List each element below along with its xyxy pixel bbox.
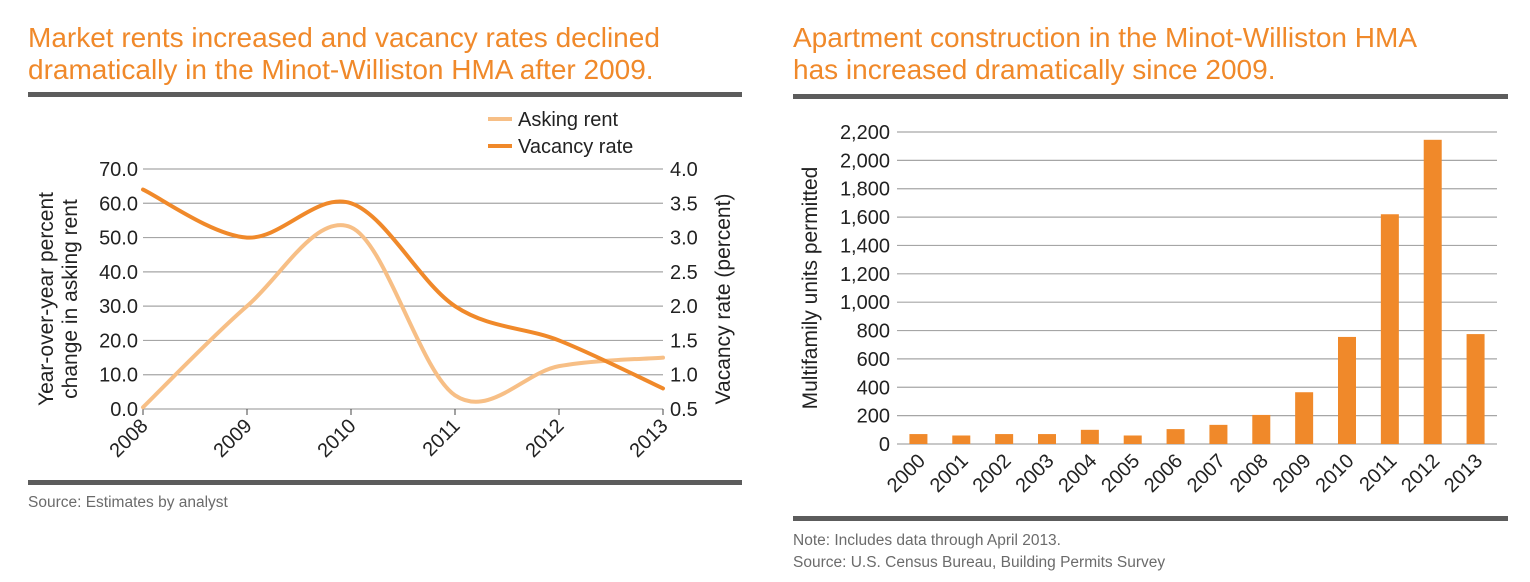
left-y-axis-label-line1: Year-over-year percent: [35, 192, 58, 406]
right-chart-title-line2: has increased dramatically since 2009.: [793, 54, 1276, 85]
line-y-tick-label: 20.0: [99, 330, 138, 352]
bar-x-tick-label: 2001: [926, 450, 973, 497]
left-source-text: Source: Estimates by analyst: [28, 494, 228, 511]
bar-2012: [1423, 139, 1442, 445]
left-source-note: Source: Estimates by analyst: [28, 492, 228, 514]
right-bottom-rule: [793, 516, 1508, 521]
bar-y-tick-label: 1,400: [840, 235, 890, 257]
bar-x-tick-label: 2009: [1269, 450, 1316, 497]
bar-x-tick-label: 2002: [969, 450, 1016, 497]
line-y2-tick-label: 2.5: [670, 262, 698, 284]
line-y2-tick-label: 3.0: [670, 228, 698, 250]
bar-y-tick-label: 1,000: [840, 292, 890, 314]
line-y-tick-label: 0.0: [110, 399, 138, 421]
left-top-rule: [28, 92, 742, 97]
right-chart-title: Apartment construction in the Minot-Will…: [793, 22, 1417, 86]
line-y2-tick-label: 4.0: [670, 159, 698, 181]
left-chart-title-line1: Market rents increased and vacancy rates…: [28, 22, 660, 53]
bar-2006: [1166, 429, 1185, 444]
bar-2010: [1338, 336, 1356, 444]
bar-2001: [952, 435, 971, 444]
left-bottom-rule: [28, 480, 742, 485]
line-y-tick-label: 50.0: [99, 228, 138, 250]
bar-x-tick-label: 2004: [1054, 450, 1101, 497]
bar-2013: [1466, 334, 1485, 444]
bar-x-tick-label: 2012: [1397, 450, 1444, 497]
bar-x-tick-label: 2005: [1097, 450, 1144, 497]
bar-2002: [995, 434, 1014, 444]
left-chart-title-line2: dramatically in the Minot-Williston HMA …: [28, 54, 654, 85]
bar-x-tick-label: 2006: [1140, 450, 1187, 497]
line-y2-tick-label: 0.5: [670, 399, 698, 421]
line-y-tick-label: 60.0: [99, 193, 138, 215]
bar-y-tick-label: 600: [857, 349, 890, 371]
left-y-axis-label-line2: change in asking rent: [59, 199, 82, 399]
asking-rent-line: [141, 223, 665, 410]
vacancy-rate-line: [141, 187, 665, 391]
right-y-axis-label: Vacancy rate (percent): [712, 194, 735, 405]
line-y-tick-label: 70.0: [99, 159, 138, 181]
bar-x-tick-label: 2000: [883, 450, 930, 497]
bar-2011: [1380, 214, 1399, 444]
line-y2-tick-label: 1.0: [670, 365, 698, 387]
bar-2005: [1123, 435, 1142, 444]
bar-y-tick-label: 400: [857, 377, 890, 399]
bar-y-tick-label: 1,600: [840, 207, 890, 229]
right-notes: Note: Includes data through April 2013. …: [793, 530, 1165, 574]
right-source-text: Source: U.S. Census Bureau, Building Per…: [793, 554, 1166, 571]
line-y2-tick-label: 1.5: [670, 330, 698, 352]
legend-vacancy-rate-label: Vacancy rate: [518, 136, 633, 158]
bar-2003: [1038, 434, 1056, 444]
right-note-text: Note: Includes data through April 2013.: [793, 532, 1061, 549]
bar-x-tick-label: 2007: [1183, 450, 1230, 497]
bar-2009: [1295, 392, 1314, 444]
bar-x-tick-label: 2011: [1355, 450, 1401, 496]
bar-x-tick-label: 2010: [1312, 450, 1359, 497]
bar-x-tick-label: 2003: [1012, 450, 1059, 497]
bar-y-tick-label: 2,000: [840, 150, 890, 172]
bar-x-tick-label: 2008: [1226, 450, 1273, 497]
bar-2004: [1080, 429, 1099, 444]
bar-y-tick-label: 0: [879, 434, 890, 456]
left-chart-title: Market rents increased and vacancy rates…: [28, 22, 660, 86]
bar-y-tick-label: 200: [857, 406, 890, 428]
bar-x-tick-label: 2013: [1440, 450, 1487, 497]
right-top-rule: [793, 94, 1508, 99]
bar-y-tick-label: 1,200: [840, 264, 890, 286]
line-y2-tick-label: 2.0: [670, 296, 698, 318]
bar-y-tick-label: 1,800: [840, 179, 890, 201]
bar-y-tick-label: 800: [857, 321, 890, 343]
line-y-tick-label: 40.0: [99, 262, 138, 284]
bar-y-axis-label: Multifamily units permitted: [799, 167, 822, 410]
bar-2000: [909, 434, 928, 444]
line-y2-tick-label: 3.5: [670, 193, 698, 215]
line-y-tick-label: 10.0: [99, 365, 138, 387]
bar-y-tick-label: 2,200: [840, 122, 890, 144]
line-y-tick-label: 30.0: [99, 296, 138, 318]
bar-2008: [1252, 414, 1271, 444]
legend-asking-rent-label: Asking rent: [518, 109, 618, 131]
bar-2007: [1209, 424, 1228, 444]
right-chart-title-line1: Apartment construction in the Minot-Will…: [793, 22, 1417, 53]
